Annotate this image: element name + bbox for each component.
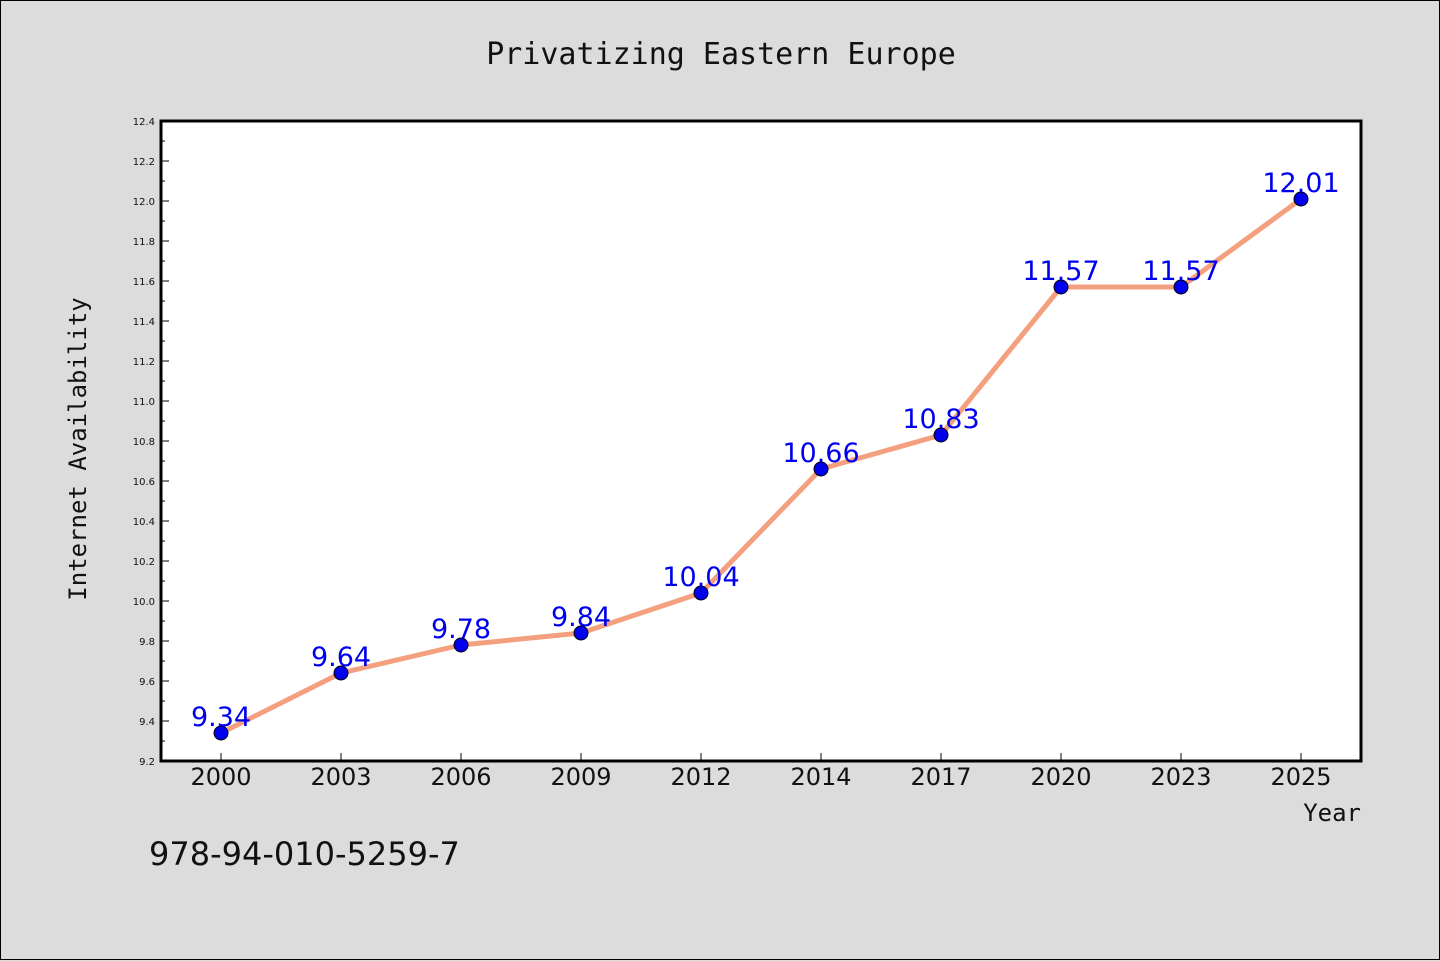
data-point	[1173, 279, 1189, 295]
x-tick-label: 2003	[310, 763, 371, 791]
x-tick-label: 2006	[430, 763, 491, 791]
y-tick-label: 11.0	[133, 397, 155, 408]
data-label: 12.01	[1262, 168, 1339, 199]
y-tick-label: 9.6	[139, 677, 155, 688]
x-tick-label: 2009	[550, 763, 611, 791]
x-tick-label: 2012	[670, 763, 731, 791]
y-tick-label: 10.4	[133, 517, 155, 528]
chart-title: Privatizing Eastern Europe	[486, 37, 956, 72]
data-point	[333, 665, 349, 681]
y-tick-label: 10.2	[133, 557, 155, 568]
data-label: 11.57	[1142, 256, 1219, 287]
data-point	[573, 625, 589, 641]
x-axis-ticks: 2000 2003 2006 2009 2012 2014 2017 2020 2023 2025	[190, 753, 1332, 791]
x-tick-label: 2000	[190, 763, 251, 791]
data-point	[453, 637, 469, 653]
y-tick-label: 11.4	[133, 317, 155, 328]
data-label: 11.57	[1022, 256, 1099, 287]
y-tick-label: 12.2	[133, 157, 155, 168]
y-tick-label: 10.0	[133, 597, 155, 608]
y-tick-label: 9.8	[139, 637, 155, 648]
data-point	[213, 725, 229, 741]
data-label: 10.83	[902, 404, 979, 435]
x-tick-label: 2014	[790, 763, 851, 791]
y-tick-label: 11.2	[133, 357, 155, 368]
data-label: 9.34	[191, 702, 251, 733]
y-tick-label: 12.0	[133, 197, 155, 208]
y-axis-ticks: 9.2 9.4 9.6 9.8 10.0 10.2 10.4 10.6 10.8 11.0 11.2…	[133, 117, 169, 768]
y-tick-label: 12.4	[133, 117, 155, 128]
series-group: 9.34 9.64 9.78 9.84 10.04 10.66 10.83 11.57 11.5…	[191, 168, 1340, 741]
footnote-isbn: 978-94-010-5259-7	[149, 835, 460, 873]
x-tick-label: 2025	[1270, 763, 1331, 791]
data-label: 10.04	[662, 562, 739, 593]
data-label: 9.84	[551, 602, 611, 633]
y-tick-label: 9.4	[139, 717, 155, 728]
y-tick-label: 11.8	[133, 237, 155, 248]
y-tick-label: 9.2	[139, 757, 155, 768]
data-label: 9.78	[431, 614, 491, 645]
data-label: 9.64	[311, 642, 371, 673]
series-line	[219, 196, 1303, 736]
y-tick-label: 10.8	[133, 437, 155, 448]
data-point	[813, 461, 829, 477]
x-tick-label: 2017	[910, 763, 971, 791]
data-point	[1293, 191, 1309, 207]
data-label: 10.66	[782, 438, 859, 469]
data-point	[1053, 279, 1069, 295]
plot-area	[159, 119, 1363, 763]
data-point	[693, 585, 709, 601]
data-point	[933, 427, 949, 443]
y-axis-title: Internet Availability	[64, 297, 92, 600]
y-tick-label: 10.6	[133, 477, 155, 488]
x-tick-label: 2020	[1030, 763, 1091, 791]
x-axis-title: Year	[1303, 799, 1361, 827]
x-tick-label: 2023	[1150, 763, 1211, 791]
y-tick-label: 11.6	[133, 277, 155, 288]
